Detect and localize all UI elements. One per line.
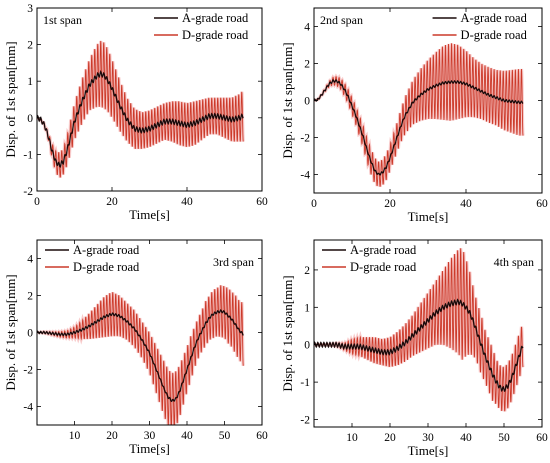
x-tick-label: 20	[106, 196, 118, 208]
series-a-grade-road	[37, 70, 244, 168]
y-tick-label: 4	[27, 254, 33, 266]
span-label: 1st span	[43, 13, 82, 27]
y-tick-label: 1	[27, 76, 33, 88]
y-tick-label: -2	[300, 415, 310, 427]
panel-1st-span: 0 20 40 60 -2 -1 0 1 2 3 Disp. of 1st span[mm] Ti…	[3, 3, 268, 222]
x-tick-label: 20	[384, 198, 396, 210]
x-tick-label: 60	[256, 430, 268, 442]
y-tick-label: -1	[23, 149, 33, 161]
legend-label-a-grade: A-grade road	[350, 243, 417, 257]
span-label: 2nd span	[320, 13, 363, 27]
y-tick-label: 0	[304, 96, 310, 108]
y-tick-label: -1	[300, 377, 310, 389]
y-tick-label: 0	[27, 113, 33, 125]
legend-label-a-grade: A-grade road	[73, 243, 140, 257]
x-tick-label: 60	[256, 196, 268, 208]
legend-label-a-grade: A-grade road	[182, 11, 249, 25]
span-label: 4th span	[494, 255, 534, 269]
x-tick-label: 30	[422, 432, 434, 444]
legend-label-a-grade: A-grade road	[461, 11, 528, 25]
xlabel: Time[s]	[129, 207, 170, 222]
legend-label-d-grade: D-grade road	[461, 28, 528, 42]
plot-frame	[36, 7, 263, 192]
legend: A-grade road D-grade road	[154, 11, 249, 42]
x-tick-label: 20	[384, 432, 396, 444]
xlabel: Time[s]	[408, 209, 449, 224]
y-tick-label: 0	[304, 340, 310, 352]
x-tick-label: 40	[460, 432, 472, 444]
panel-4th-span: 10 20 30 40 50 60 -2 -1 0 1 2 Disp. of 1st span[mm…	[280, 239, 548, 458]
x-tick-label: 10	[69, 430, 81, 442]
series-d-grade-glow	[314, 43, 525, 188]
span-label: 3rd span	[213, 255, 254, 269]
y-tick-label: 1	[304, 302, 310, 314]
ylabel: Disp. of 1st span[mm]	[3, 41, 18, 157]
y-tick-label: 3	[27, 3, 33, 15]
legend: A-grade road D-grade road	[432, 11, 528, 42]
series-a-grade-road	[314, 298, 524, 393]
xlabel: Time[s]	[129, 441, 170, 456]
series-a-grade-road	[314, 78, 524, 176]
y-tick-label: 2	[27, 40, 33, 52]
series-a-grade-road	[37, 309, 244, 403]
y-tick-label: -4	[300, 170, 310, 182]
y-tick-label: -2	[300, 133, 310, 145]
x-tick-label: 40	[460, 198, 472, 210]
x-tick-label: 60	[536, 432, 548, 444]
y-tick-label: -4	[23, 402, 33, 414]
legend-label-d-grade: D-grade road	[350, 260, 417, 274]
series-d-grade-road	[37, 40, 244, 178]
x-tick-label: 0	[311, 198, 317, 210]
x-tick-label: 40	[181, 196, 193, 208]
xlabel: Time[s]	[408, 443, 449, 458]
y-tick-label: 0	[27, 328, 33, 340]
panel-2nd-span: 0 20 40 60 -4 -2 0 2 4 Disp. of 1st span[mm] Tim…	[280, 7, 548, 224]
x-tick-label: 30	[144, 430, 156, 442]
ylabel: Disp. of 1st span[mm]	[280, 275, 295, 391]
x-tick-label: 60	[536, 198, 548, 210]
y-tick-label: 2	[27, 291, 33, 303]
x-tick-label: 40	[181, 430, 193, 442]
x-tick-label: 50	[219, 430, 231, 442]
x-tick-label: 20	[106, 430, 118, 442]
ylabel: Disp. of 1st span[mm]	[280, 42, 295, 158]
y-tick-label: 2	[304, 265, 310, 277]
y-tick-label: -2	[23, 186, 33, 198]
x-tick-label: 0	[34, 196, 40, 208]
legend: A-grade road D-grade road	[322, 243, 417, 274]
y-tick-label: -2	[23, 365, 33, 377]
ylabel: Disp. of 1st span[mm]	[3, 274, 18, 390]
legend: A-grade road D-grade road	[45, 243, 140, 274]
x-tick-label: 50	[498, 432, 510, 444]
legend-label-d-grade: D-grade road	[182, 28, 249, 42]
x-tick-label: 10	[346, 432, 358, 444]
y-tick-label: 2	[304, 59, 310, 71]
legend-label-d-grade: D-grade road	[73, 260, 140, 274]
panel-3rd-span: 10 20 30 40 50 60 -4 -2 0 2 4 Disp. of 1st span[mm…	[3, 239, 268, 456]
y-tick-label: 4	[304, 22, 310, 34]
